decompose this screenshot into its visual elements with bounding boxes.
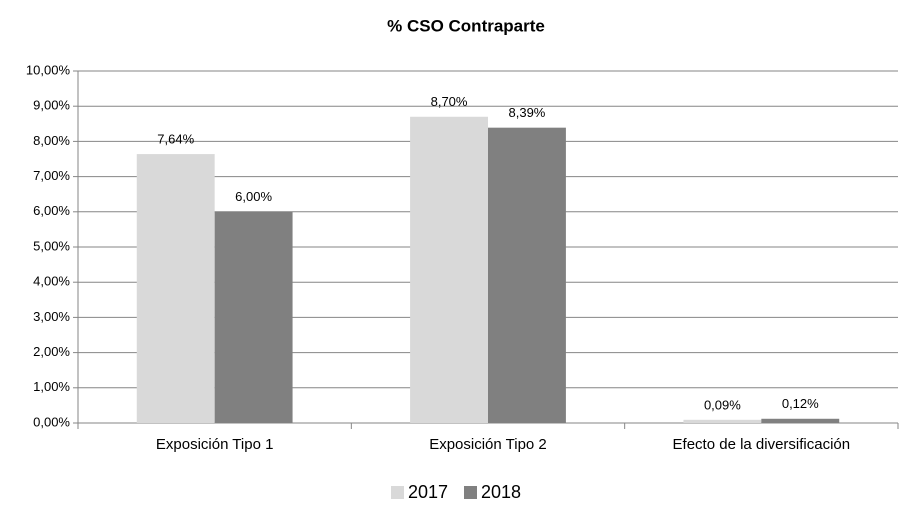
- x-tick-label: Exposición Tipo 1: [156, 436, 274, 453]
- y-tick-label: 3,00%: [33, 309, 70, 324]
- y-tick-label: 0,00%: [33, 414, 70, 429]
- bar: [488, 127, 566, 423]
- y-tick-label: 6,00%: [33, 203, 70, 218]
- bar: [761, 418, 840, 423]
- x-tick-label: Exposición Tipo 2: [429, 436, 547, 453]
- legend-text: 2017: [408, 482, 448, 502]
- legend-swatch: [391, 486, 404, 499]
- chart-title: % CSO Contraparte: [387, 16, 545, 35]
- value-label: 7,64%: [157, 132, 194, 147]
- legend-text: 2018: [481, 482, 521, 502]
- x-tick-label: Efecto de la diversificación: [673, 436, 851, 453]
- bar: [214, 211, 293, 423]
- bar: [683, 419, 762, 423]
- value-label: 0,09%: [704, 397, 741, 412]
- y-tick-label: 7,00%: [33, 168, 70, 183]
- y-tick-label: 10,00%: [26, 62, 71, 77]
- value-label: 8,39%: [509, 105, 546, 120]
- y-tick-label: 2,00%: [33, 344, 70, 359]
- y-tick-label: 5,00%: [33, 238, 70, 253]
- y-tick-label: 4,00%: [33, 274, 70, 289]
- value-label: 6,00%: [235, 189, 272, 204]
- y-tick-label: 1,00%: [33, 379, 70, 394]
- y-tick-label: 8,00%: [33, 133, 70, 148]
- value-label: 8,70%: [431, 94, 468, 109]
- value-label: 0,12%: [782, 396, 819, 411]
- bar: [410, 116, 488, 423]
- y-tick-label: 9,00%: [33, 98, 70, 113]
- legend-swatch: [464, 486, 477, 499]
- bar: [136, 154, 215, 423]
